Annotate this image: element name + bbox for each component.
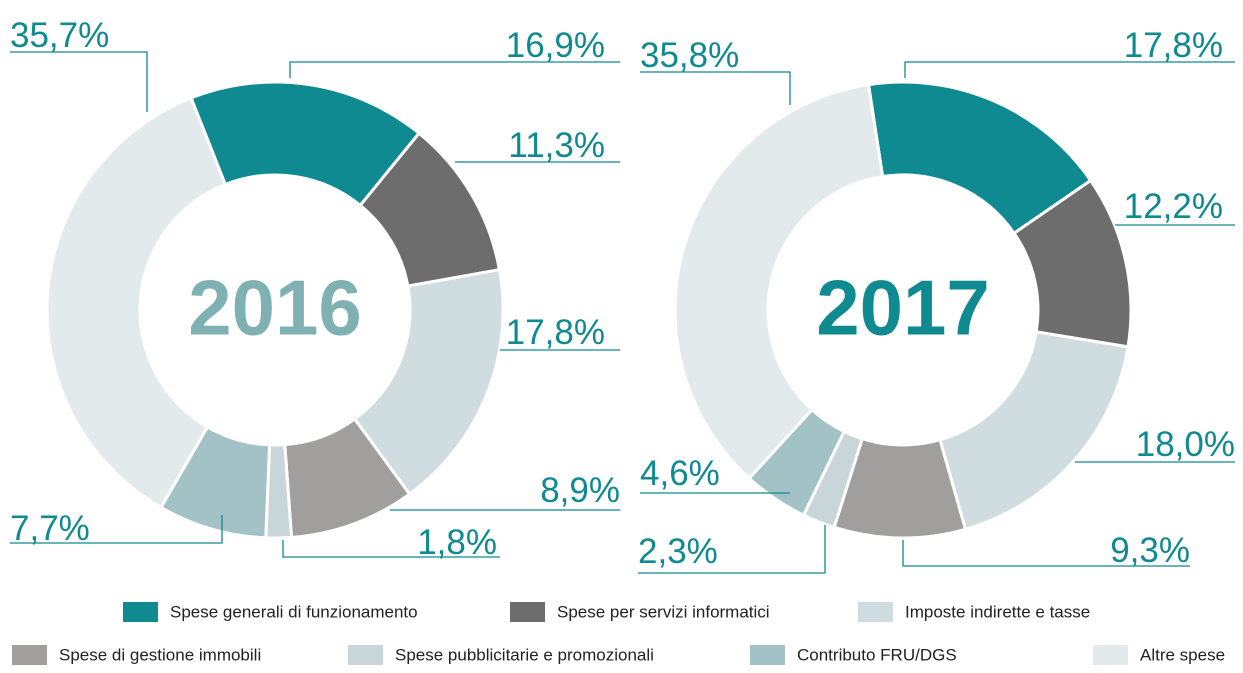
legend-label: Imposte indirette e tasse — [905, 602, 1090, 621]
leader-line — [640, 71, 791, 105]
legend-swatch — [12, 645, 47, 665]
legend-swatch — [348, 645, 383, 665]
donut-segment — [189, 80, 422, 208]
leader-line — [282, 540, 500, 558]
donut-segment — [45, 96, 228, 510]
value-label: 17,8% — [506, 313, 605, 352]
value-label: 17,8% — [1124, 26, 1223, 65]
donut-segment — [673, 82, 885, 481]
leader-line — [10, 51, 148, 112]
legend-label: Spese pubblicitarie e promozionali — [395, 645, 654, 664]
legend-label: Spese di gestione immobili — [59, 645, 261, 664]
legend-label: Altre spese — [1140, 645, 1225, 664]
leader-line — [289, 61, 620, 78]
leader-line — [904, 61, 1235, 78]
center-title: 2016 — [188, 264, 362, 352]
value-label: 11,3% — [508, 126, 605, 165]
donut-segment — [938, 330, 1130, 532]
value-label: 9,3% — [1110, 531, 1190, 570]
value-label: 8,9% — [540, 471, 620, 510]
value-label: 16,9% — [506, 26, 605, 65]
value-label: 1,8% — [417, 523, 497, 562]
value-label: 35,7% — [10, 16, 109, 55]
value-label: 4,6% — [640, 454, 720, 493]
value-label: 2,3% — [638, 532, 718, 571]
leader-line — [638, 525, 826, 574]
value-label: 7,7% — [10, 509, 90, 548]
donut-segment — [352, 267, 505, 497]
legend-label: Contributo FRU/DGS — [797, 645, 957, 664]
legend-swatch — [858, 602, 893, 622]
value-label: 18,0% — [1136, 425, 1235, 464]
value-label: 12,2% — [1124, 187, 1223, 226]
legend-swatch — [123, 602, 158, 622]
legend-label: Spese generali di funzionamento — [170, 602, 418, 621]
leader-line — [10, 515, 223, 544]
legend-label: Spese per servizi informatici — [557, 602, 770, 621]
center-title: 2017 — [816, 264, 990, 352]
donut-segment — [866, 80, 1093, 236]
leader-line — [902, 540, 1190, 567]
value-label: 35,8% — [640, 36, 739, 75]
legend-swatch — [510, 602, 545, 622]
legend-swatch — [750, 645, 785, 665]
legend-swatch — [1093, 645, 1128, 665]
